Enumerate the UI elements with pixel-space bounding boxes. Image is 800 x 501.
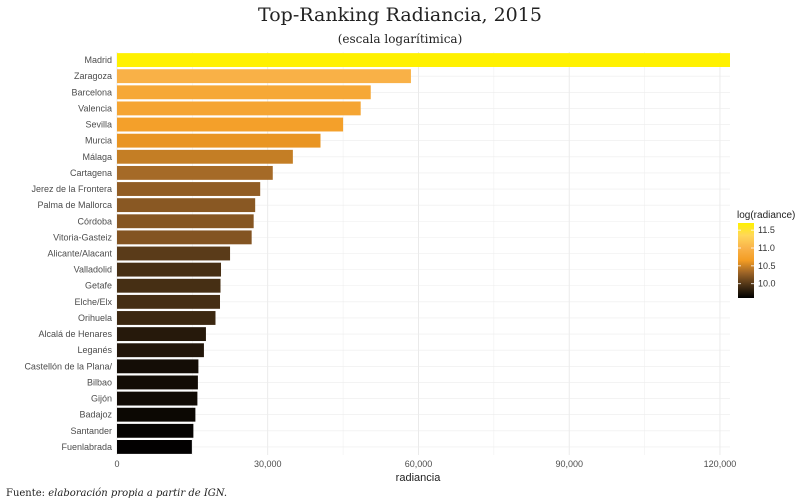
bar xyxy=(117,440,192,454)
bar xyxy=(117,423,194,438)
x-tick-label: 30,000 xyxy=(254,459,282,469)
category-label: Alcalá de Henares xyxy=(38,329,112,339)
bar xyxy=(117,69,411,84)
caption-text: elaboración propia a partir de IGN. xyxy=(48,488,227,499)
category-label: Fuenlabrada xyxy=(61,442,112,452)
category-label: Sevilla xyxy=(85,120,112,130)
chart-subtitle: (escala logarítimica) xyxy=(338,32,463,46)
bar xyxy=(117,278,221,293)
bar xyxy=(117,85,371,100)
x-tick-label: 0 xyxy=(114,459,119,469)
category-label: Zaragoza xyxy=(74,71,112,81)
bar xyxy=(117,214,254,229)
bar xyxy=(117,327,206,342)
category-label: Badajoz xyxy=(79,410,112,420)
legend-title: log(radiance) xyxy=(737,210,795,221)
category-label: Castellón de la Plana/ xyxy=(24,361,112,371)
category-label: Alicante/Alacant xyxy=(47,249,112,259)
caption-prefix: Fuente: xyxy=(6,488,48,499)
category-label: Bilbao xyxy=(87,377,112,387)
bar xyxy=(117,230,252,245)
chart-title: Top-Ranking Radiancia, 2015 xyxy=(258,4,542,26)
category-label: Cartagena xyxy=(70,168,112,178)
category-label: Murcia xyxy=(85,136,112,146)
legend-colorbar xyxy=(738,223,754,298)
category-label: Vitoria-Gasteiz xyxy=(53,232,112,242)
bar xyxy=(117,149,293,164)
bar xyxy=(117,311,216,325)
category-label: Gijón xyxy=(91,394,112,404)
bar xyxy=(117,262,222,277)
bar xyxy=(117,117,344,132)
category-label: Valencia xyxy=(78,103,112,113)
category-label: Valladolid xyxy=(74,265,112,275)
legend-tick-label: 10.0 xyxy=(758,279,776,289)
caption: Fuente: elaboración propia a partir de I… xyxy=(6,488,227,499)
x-tick-label: 90,000 xyxy=(555,459,583,469)
bar xyxy=(117,294,221,309)
category-label: Santander xyxy=(70,426,112,436)
category-label: Palma de Mallorca xyxy=(37,200,112,210)
category-label: Barcelona xyxy=(71,87,112,97)
category-label: Málaga xyxy=(82,152,112,162)
bar xyxy=(117,391,198,406)
bar xyxy=(117,246,231,261)
bar xyxy=(117,359,199,374)
category-label: Jerez de la Frontera xyxy=(31,184,112,194)
category-labels: Madrid Zaragoza Barcelona Valencia Sevilla Mu… xyxy=(24,55,112,452)
category-label: Orihuela xyxy=(78,313,112,323)
legend-tick-label: 10.5 xyxy=(758,261,776,271)
category-label: Leganés xyxy=(77,345,112,355)
bar xyxy=(117,101,361,116)
bar xyxy=(117,407,196,422)
legend: log(radiance) 10.0 10.5 11.0 11.5 xyxy=(737,210,795,298)
legend-tick-label: 11.0 xyxy=(758,243,775,253)
bar xyxy=(117,343,204,358)
category-label: Madrid xyxy=(84,55,112,65)
bars xyxy=(117,53,730,454)
bar xyxy=(117,133,321,148)
category-label: Elche/Elx xyxy=(74,297,112,307)
bar xyxy=(117,198,256,213)
bar xyxy=(117,182,261,196)
x-tick-label: 120,000 xyxy=(704,459,737,469)
bar xyxy=(117,375,198,390)
legend-tick-label: 11.5 xyxy=(758,225,775,235)
x-tick-label: 60,000 xyxy=(405,459,433,469)
category-label: Córdoba xyxy=(77,216,112,226)
x-tick-labels: 0 30,000 60,000 90,000 120,000 xyxy=(114,459,736,469)
bar xyxy=(117,165,273,180)
category-label: Getafe xyxy=(85,281,112,291)
x-axis-title: radiancia xyxy=(396,472,442,484)
bar xyxy=(117,53,730,67)
